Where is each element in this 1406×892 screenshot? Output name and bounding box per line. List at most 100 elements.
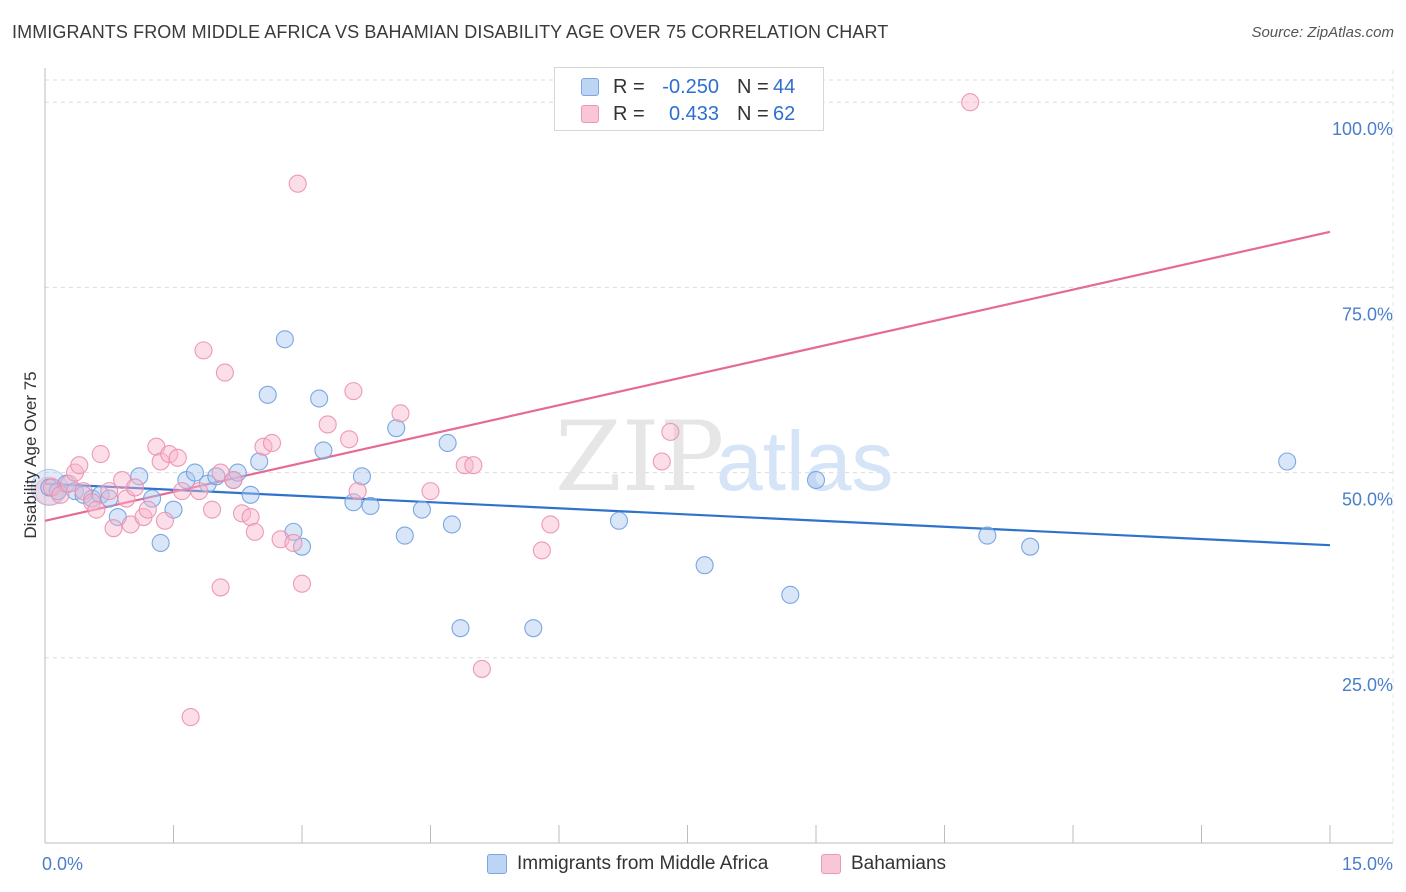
y-tick-label: 25.0% — [1342, 675, 1393, 695]
data-point-immigrants — [1021, 537, 1040, 556]
data-point-bahamians — [168, 448, 187, 467]
data-point-bahamians — [224, 470, 243, 490]
bottom-legend-label-bahamians: Bahamians — [851, 853, 947, 874]
legend-n-label: N = — [737, 75, 769, 98]
data-point-immigrants — [442, 515, 461, 534]
data-point-bahamians — [262, 433, 282, 453]
source-label: Source: ZipAtlas.com — [1251, 24, 1394, 41]
trend-line-bahamians — [44, 230, 1331, 522]
data-point-bahamians — [661, 422, 680, 441]
data-point-immigrants — [344, 493, 363, 512]
data-point-bahamians — [532, 541, 551, 560]
data-point-bahamians — [181, 708, 200, 727]
data-point-bahamians — [292, 574, 312, 593]
watermark-atlas: atlas — [716, 414, 893, 508]
data-points — [30, 93, 1297, 727]
data-point-immigrants — [781, 585, 800, 604]
data-point-immigrants — [395, 526, 414, 545]
data-point-immigrants — [314, 441, 333, 460]
data-point-immigrants — [143, 489, 162, 508]
data-point-immigrants — [978, 526, 997, 545]
data-point-bahamians — [961, 93, 980, 112]
x-tick-label: 0.0% — [42, 854, 83, 874]
data-point-immigrants — [524, 619, 543, 638]
tick-labels: 25.0% 50.0% 75.0% 100.0% 0.0% 15.0% — [42, 119, 1393, 874]
x-tick-label: 15.0% — [1342, 854, 1393, 874]
data-point-immigrants — [609, 511, 629, 530]
data-point-bahamians — [391, 404, 410, 423]
legend-swatch-pink — [581, 105, 599, 123]
data-point-bahamians — [348, 482, 367, 501]
data-point-immigrants — [695, 556, 714, 575]
data-point-bahamians — [100, 482, 119, 501]
data-point-bahamians — [70, 456, 89, 475]
bottom-legend-swatch-pink — [821, 854, 841, 874]
data-point-immigrants — [352, 467, 372, 486]
bottom-legend-label-immigrants: Immigrants from Middle Africa — [517, 853, 769, 874]
y-tick-label: 50.0% — [1342, 490, 1393, 510]
data-point-bahamians — [125, 478, 144, 497]
data-point-bahamians — [464, 456, 483, 475]
data-point-bahamians — [541, 515, 560, 534]
data-point-bahamians — [318, 415, 337, 434]
legend-row-immigrants: R = -0.250 N = 44 — [581, 74, 795, 100]
data-point-immigrants — [438, 433, 457, 453]
data-point-bahamians — [87, 500, 106, 519]
legend-r-label: R = — [613, 75, 645, 98]
axes — [44, 68, 1393, 844]
legend-r-value: -0.250 — [662, 75, 719, 98]
data-point-bahamians — [472, 659, 491, 678]
bottom-legend-immigrants: Immigrants from Middle Africa — [487, 852, 768, 876]
data-point-immigrants — [258, 385, 277, 404]
legend-n-value: 44 — [773, 75, 796, 98]
y-axis-label: Disability Age Over 75 — [21, 371, 40, 538]
bottom-legend-bahamians: Bahamians — [821, 852, 946, 876]
legend-n-label: N = — [737, 102, 769, 125]
data-point-bahamians — [138, 500, 157, 519]
data-point-bahamians — [241, 508, 260, 527]
data-point-immigrants — [387, 419, 406, 438]
data-point-bahamians — [59, 474, 79, 493]
bottom-legend-swatch-blue — [487, 854, 507, 874]
data-point-bahamians — [194, 341, 213, 360]
data-point-immigrants — [412, 500, 431, 519]
data-point-bahamians — [104, 519, 123, 538]
data-point-immigrants — [151, 533, 170, 553]
watermark: ZIP atlas — [555, 401, 893, 513]
data-point-bahamians — [288, 174, 307, 193]
data-point-bahamians — [203, 500, 222, 519]
y-tick-label: 75.0% — [1342, 304, 1393, 324]
watermark-zip: ZIP — [555, 401, 724, 513]
correlation-legend: R = -0.250 N = 44 R = 0.433 N = 62 — [554, 67, 824, 131]
data-point-immigrants — [451, 619, 470, 638]
data-point-immigrants — [806, 470, 826, 490]
y-tick-label: 100.0% — [1332, 119, 1393, 139]
legend-row-bahamians: R = 0.433 N = 62 — [581, 101, 795, 127]
legend-n-value: 62 — [773, 102, 796, 125]
data-point-immigrants — [241, 485, 260, 504]
data-point-bahamians — [284, 533, 303, 553]
data-point-bahamians — [215, 363, 234, 382]
data-point-bahamians — [211, 578, 230, 597]
data-point-bahamians — [344, 382, 363, 401]
legend-r-value: 0.433 — [668, 102, 719, 125]
legend-swatch-blue — [581, 78, 599, 96]
data-point-bahamians — [652, 452, 671, 471]
data-point-bahamians — [340, 430, 359, 449]
data-point-bahamians — [421, 482, 440, 501]
data-point-bahamians — [155, 511, 174, 530]
data-point-bahamians — [91, 445, 110, 464]
data-point-immigrants — [275, 330, 294, 349]
data-point-bahamians — [245, 522, 264, 541]
chart-title: IMMIGRANTS FROM MIDDLE AFRICA VS BAHAMIA… — [12, 22, 889, 42]
data-point-immigrants — [1278, 452, 1297, 471]
data-point-bahamians — [173, 482, 192, 501]
data-point-immigrants — [250, 452, 269, 471]
data-point-immigrants — [310, 389, 329, 408]
data-point-bahamians — [190, 482, 209, 501]
data-point-immigrants — [185, 463, 204, 482]
legend-r-label: R = — [613, 102, 645, 125]
data-point-immigrants — [130, 467, 149, 486]
data-point-immigrants — [361, 496, 380, 515]
